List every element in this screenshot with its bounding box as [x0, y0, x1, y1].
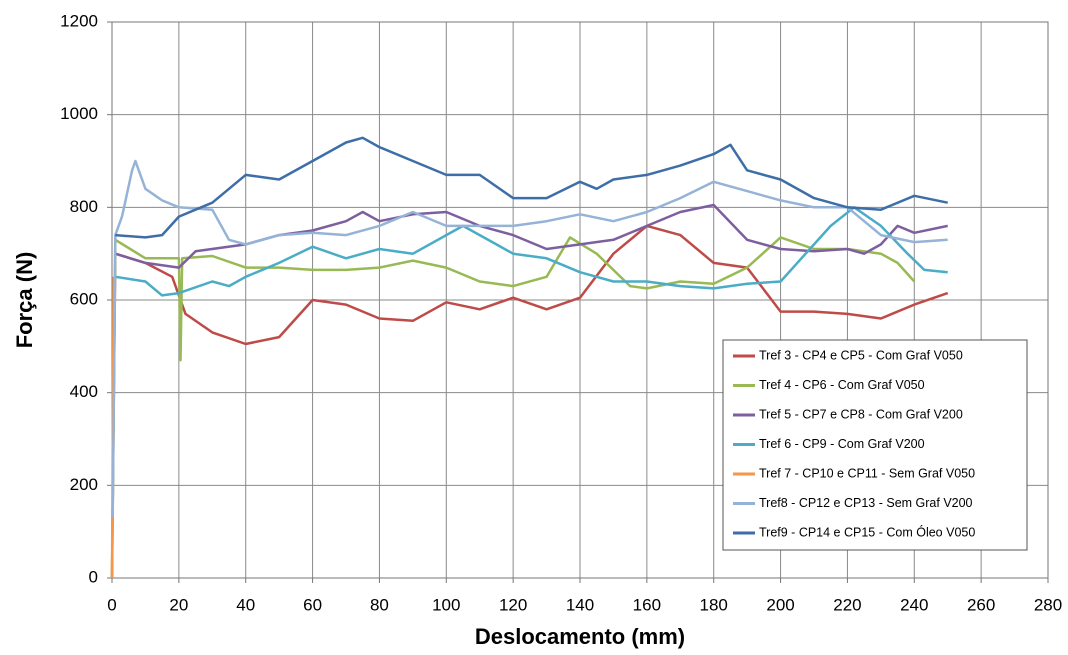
x-tick-label: 120 [499, 595, 527, 614]
y-tick-label: 400 [70, 382, 98, 401]
series-line [110, 224, 949, 579]
x-tick-label: 100 [432, 595, 460, 614]
y-tick-label: 800 [70, 197, 98, 216]
series-line [110, 236, 916, 579]
legend-label: Tref 6 - CP9 - Com Graf V200 [759, 437, 925, 451]
series-line [115, 136, 948, 239]
legend-box [722, 339, 1028, 551]
series-line [111, 159, 948, 518]
y-tick-label: 1000 [60, 104, 98, 123]
x-tick-label: 280 [1034, 595, 1062, 614]
x-tick-label: 140 [566, 595, 594, 614]
x-tick-label: 40 [236, 595, 255, 614]
y-axis-title: Força (N) [12, 252, 37, 349]
legend-label: Tref 7 - CP10 e CP11 - Sem Graf V050 [759, 466, 975, 480]
legend-label: Tref 5 - CP7 e CP8 - Com Graf V200 [759, 407, 963, 421]
x-tick-label: 220 [833, 595, 861, 614]
x-tick-label: 180 [700, 595, 728, 614]
y-tick-label: 1200 [60, 11, 98, 30]
x-tick-label: 60 [303, 595, 322, 614]
legend-label: Tref8 - CP12 e CP13 - Sem Graf V200 [759, 496, 973, 510]
x-tick-label: 80 [370, 595, 389, 614]
plot-border [111, 21, 1049, 579]
x-tick-label: 20 [169, 595, 188, 614]
x-tick-label: 240 [900, 595, 928, 614]
x-tick-label: 0 [107, 595, 116, 614]
series-line [115, 206, 948, 297]
legend-label: Tref9 - CP14 e CP15 - Com Óleo V050 [759, 524, 975, 539]
legend-label: Tref 4 - CP6 - Com Graf V050 [759, 378, 925, 392]
legend-label: Tref 3 - CP4 e CP5 - Com Graf V050 [759, 348, 963, 362]
x-tick-label: 200 [766, 595, 794, 614]
x-tick-label: 260 [967, 595, 995, 614]
x-axis-title: Deslocamento (mm) [475, 624, 685, 649]
x-tick-label: 160 [633, 595, 661, 614]
y-tick-label: 200 [70, 475, 98, 494]
y-tick-label: 600 [70, 289, 98, 308]
y-tick-label: 0 [89, 567, 98, 586]
